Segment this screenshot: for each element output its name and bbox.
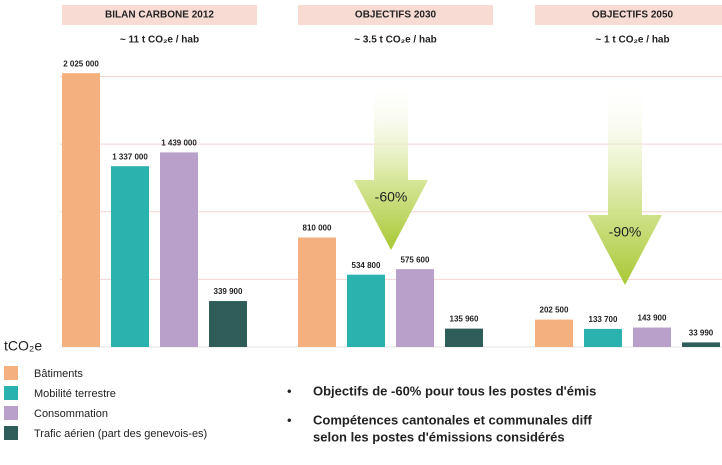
group-header: OBJECTIFS 2050	[592, 10, 674, 21]
bar	[160, 152, 198, 347]
bar	[298, 237, 336, 347]
group-header-box	[535, 5, 722, 25]
bullet-dot: •	[287, 383, 292, 398]
legend-swatch	[4, 406, 18, 420]
bar	[396, 269, 434, 347]
value-label: 143 900	[638, 314, 667, 323]
value-label: 133 700	[589, 315, 618, 324]
bar	[62, 73, 100, 348]
bar	[347, 274, 385, 347]
bar	[445, 328, 483, 347]
arrow	[354, 80, 428, 250]
y-axis-label: tCO₂e	[4, 338, 42, 354]
legend-swatch	[4, 366, 18, 380]
arrow	[588, 80, 662, 285]
annotation: -60%	[375, 189, 408, 205]
group-subtitle: ~ 3.5 t CO₂e / hab	[354, 35, 437, 46]
group-subtitle: ~ 11 t CO₂e / hab	[120, 35, 199, 46]
bullet-dot: •	[287, 412, 292, 427]
value-label: 2 025 000	[63, 59, 99, 68]
group-header-box	[298, 5, 493, 25]
annotation: -90%	[609, 224, 642, 240]
bar	[633, 327, 671, 347]
bar	[111, 166, 149, 347]
legend-swatch	[4, 426, 18, 440]
bar	[209, 301, 247, 347]
value-label: 534 800	[352, 261, 381, 270]
group-subtitle: ~ 1 t CO₂e / hab	[595, 35, 669, 46]
bar	[535, 319, 573, 347]
value-label: 575 600	[401, 255, 430, 264]
value-label: 810 000	[303, 224, 332, 233]
legend-swatch	[4, 386, 18, 400]
bar	[584, 328, 622, 347]
group-header: OBJECTIFS 2030	[355, 10, 437, 21]
value-label: 202 500	[540, 306, 569, 315]
value-label: 1 439 000	[161, 139, 197, 148]
bullet-text: selon les postes d'émissions considérés	[313, 429, 565, 444]
bullet-text: Compétences cantonales et communales dif…	[313, 412, 593, 427]
legend-label: Consommation	[34, 408, 108, 420]
value-label: 1 337 000	[112, 152, 148, 161]
group-header: BILAN CARBONE 2012	[105, 10, 214, 21]
group-header-box	[62, 5, 257, 25]
legend-label: Bâtiments	[34, 368, 83, 380]
bar	[682, 342, 720, 347]
value-label: 135 960	[450, 315, 479, 324]
value-label: 33 990	[689, 329, 714, 338]
value-label: 339 900	[214, 287, 243, 296]
legend-label: Mobilité terrestre	[34, 388, 116, 400]
bullet-text: Objectifs de -60% pour tous les postes d…	[313, 383, 596, 398]
legend-label: Trafic aérien (part des genevois-es)	[34, 428, 207, 440]
